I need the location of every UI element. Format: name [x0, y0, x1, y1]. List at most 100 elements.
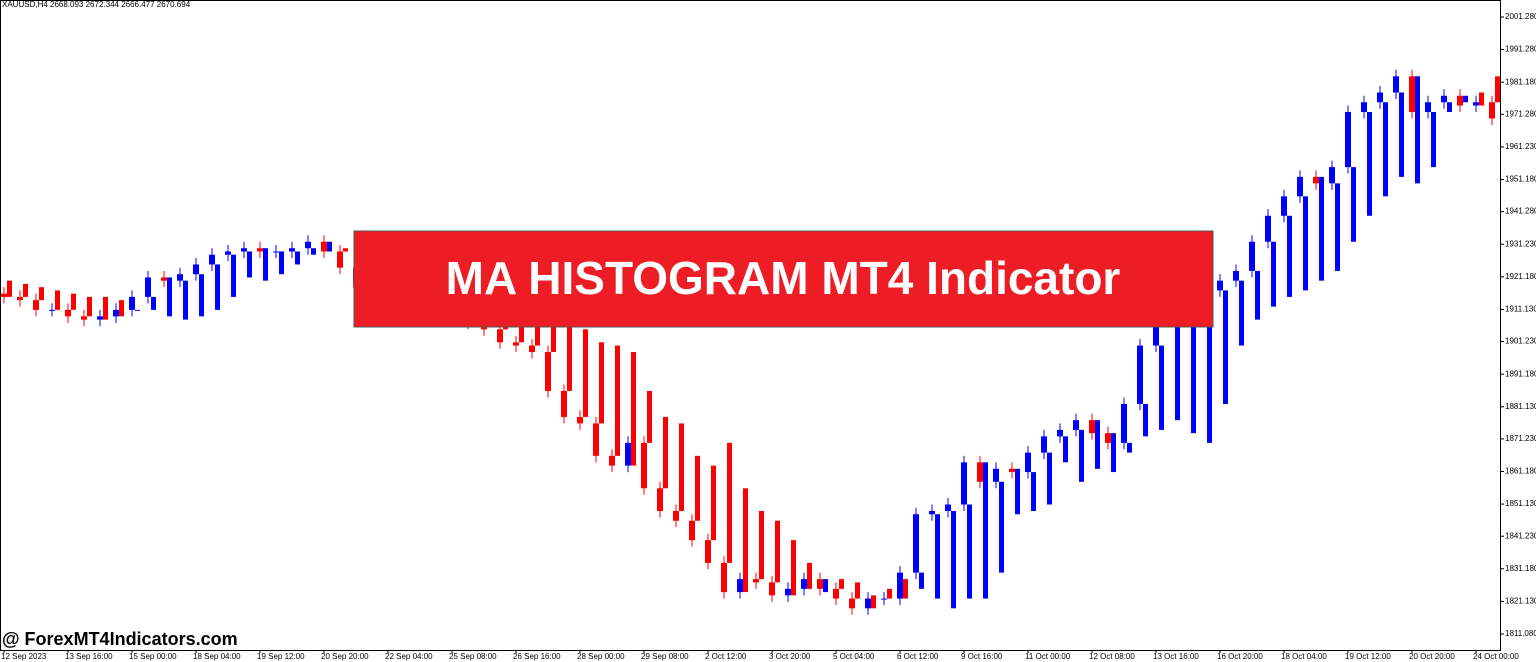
candle-body — [273, 251, 279, 253]
histogram-bar — [1399, 92, 1404, 177]
histogram-bar — [1095, 420, 1100, 469]
x-tick-label: 22 Sep 04:00 — [385, 652, 433, 661]
candle-body — [545, 352, 551, 391]
candle-body — [833, 588, 839, 599]
candle-body — [241, 248, 247, 252]
x-tick-label: 12 Sep 2023 — [1, 652, 47, 661]
candle-body — [257, 248, 263, 252]
y-tick-label: 1841.230 — [1505, 531, 1536, 540]
histogram-bar — [903, 579, 908, 599]
histogram-bar — [1159, 345, 1164, 430]
histogram-bar — [1255, 270, 1260, 320]
histogram-bar — [1319, 176, 1324, 281]
histogram-bar — [151, 296, 156, 310]
candle-body — [497, 329, 503, 343]
marks — [1, 69, 1500, 615]
candle-body — [849, 598, 855, 609]
histogram-bar — [727, 442, 732, 563]
x-tick-label: 18 Sep 04:00 — [193, 652, 241, 661]
histogram-bar — [311, 248, 316, 255]
histogram-bar — [1015, 468, 1020, 515]
histogram-bar — [343, 248, 348, 252]
candle-body — [1, 293, 7, 297]
chart-title: XAUUSD,H4 2668.093 2672.344 2666.477 267… — [2, 0, 191, 9]
histogram-bar — [1303, 196, 1308, 291]
x-tick-label: 28 Sep 00:00 — [577, 652, 625, 661]
histogram-bar — [1207, 296, 1212, 443]
histogram-bar — [855, 582, 860, 599]
histogram-bar — [983, 462, 988, 599]
candle-body — [1425, 102, 1431, 112]
y-tick-label: 1981.180 — [1505, 77, 1536, 86]
candle-body — [1089, 420, 1095, 434]
histogram-bar — [1239, 280, 1244, 346]
candle-body — [1329, 167, 1335, 184]
candle-body — [337, 251, 343, 268]
candle-body — [145, 277, 151, 297]
x-tick-label: 24 Oct 00:00 — [1473, 652, 1519, 661]
histogram-bar — [743, 488, 748, 593]
histogram-bar — [215, 264, 220, 310]
candle-body — [609, 455, 615, 466]
y-tick-label: 1851.130 — [1505, 499, 1536, 508]
candle-body — [769, 582, 775, 596]
candle-body — [737, 579, 743, 593]
histogram-bar — [23, 283, 28, 297]
candle-body — [1393, 76, 1399, 93]
candle-body — [625, 442, 631, 466]
candle-body — [897, 572, 903, 599]
candle-body — [721, 562, 727, 593]
x-tick-label: 11 Oct 00:00 — [1025, 652, 1071, 661]
candle-body — [881, 598, 887, 600]
candle-body — [81, 316, 87, 320]
histogram-bar — [1479, 92, 1484, 106]
histogram-bar — [7, 280, 12, 297]
histogram-bar — [263, 248, 268, 281]
histogram-bar — [551, 313, 556, 353]
x-tick-label: 2 Oct 12:00 — [705, 652, 747, 661]
candle-body — [1377, 92, 1383, 103]
histogram-bar — [1367, 111, 1372, 216]
candle-body — [1009, 468, 1015, 473]
y-tick-label: 1891.180 — [1505, 369, 1536, 378]
plot-frame — [0, 0, 1501, 651]
histogram-bar — [1447, 102, 1452, 112]
candle-body — [161, 277, 167, 281]
y-tick-label: 1941.280 — [1505, 207, 1536, 216]
histogram-bar — [199, 274, 204, 317]
x-tick-label: 13 Sep 16:00 — [65, 652, 113, 661]
candle-body — [1041, 436, 1047, 453]
candle-body — [785, 588, 791, 596]
y-tick-label: 1831.180 — [1505, 564, 1536, 573]
candle-body — [577, 416, 583, 424]
candle-body — [1121, 403, 1127, 443]
y-tick-label: 1961.230 — [1505, 142, 1536, 151]
banner-box — [353, 230, 1214, 328]
histogram-bar — [935, 514, 940, 599]
candle-body — [1153, 319, 1159, 346]
histogram-bar — [1079, 429, 1084, 482]
x-tick-label: 29 Sep 08:00 — [641, 652, 689, 661]
histogram-bar — [1287, 215, 1292, 297]
histogram-bar — [583, 329, 588, 417]
histogram-bar — [135, 309, 140, 311]
histogram-bar — [775, 520, 780, 583]
histogram-bar — [695, 455, 700, 521]
candle-body — [977, 462, 983, 482]
histogram-bar — [295, 251, 300, 265]
x-tick-label: 15 Sep 00:00 — [129, 652, 177, 661]
candle-body — [513, 342, 519, 346]
histogram-bar — [823, 579, 828, 593]
histogram-bar — [1191, 306, 1196, 434]
histogram-bar — [1031, 472, 1036, 511]
candle-body — [113, 309, 119, 317]
histogram-bar — [1351, 167, 1356, 242]
candle-body — [209, 254, 215, 265]
candle-body — [945, 504, 951, 511]
histogram-bar — [887, 588, 892, 599]
candle-body — [1217, 280, 1223, 291]
candle-body — [1441, 95, 1447, 103]
x-tick-label: 16 Oct 20:00 — [1217, 652, 1263, 661]
candle-body — [1457, 95, 1463, 106]
candle-body — [321, 241, 327, 252]
